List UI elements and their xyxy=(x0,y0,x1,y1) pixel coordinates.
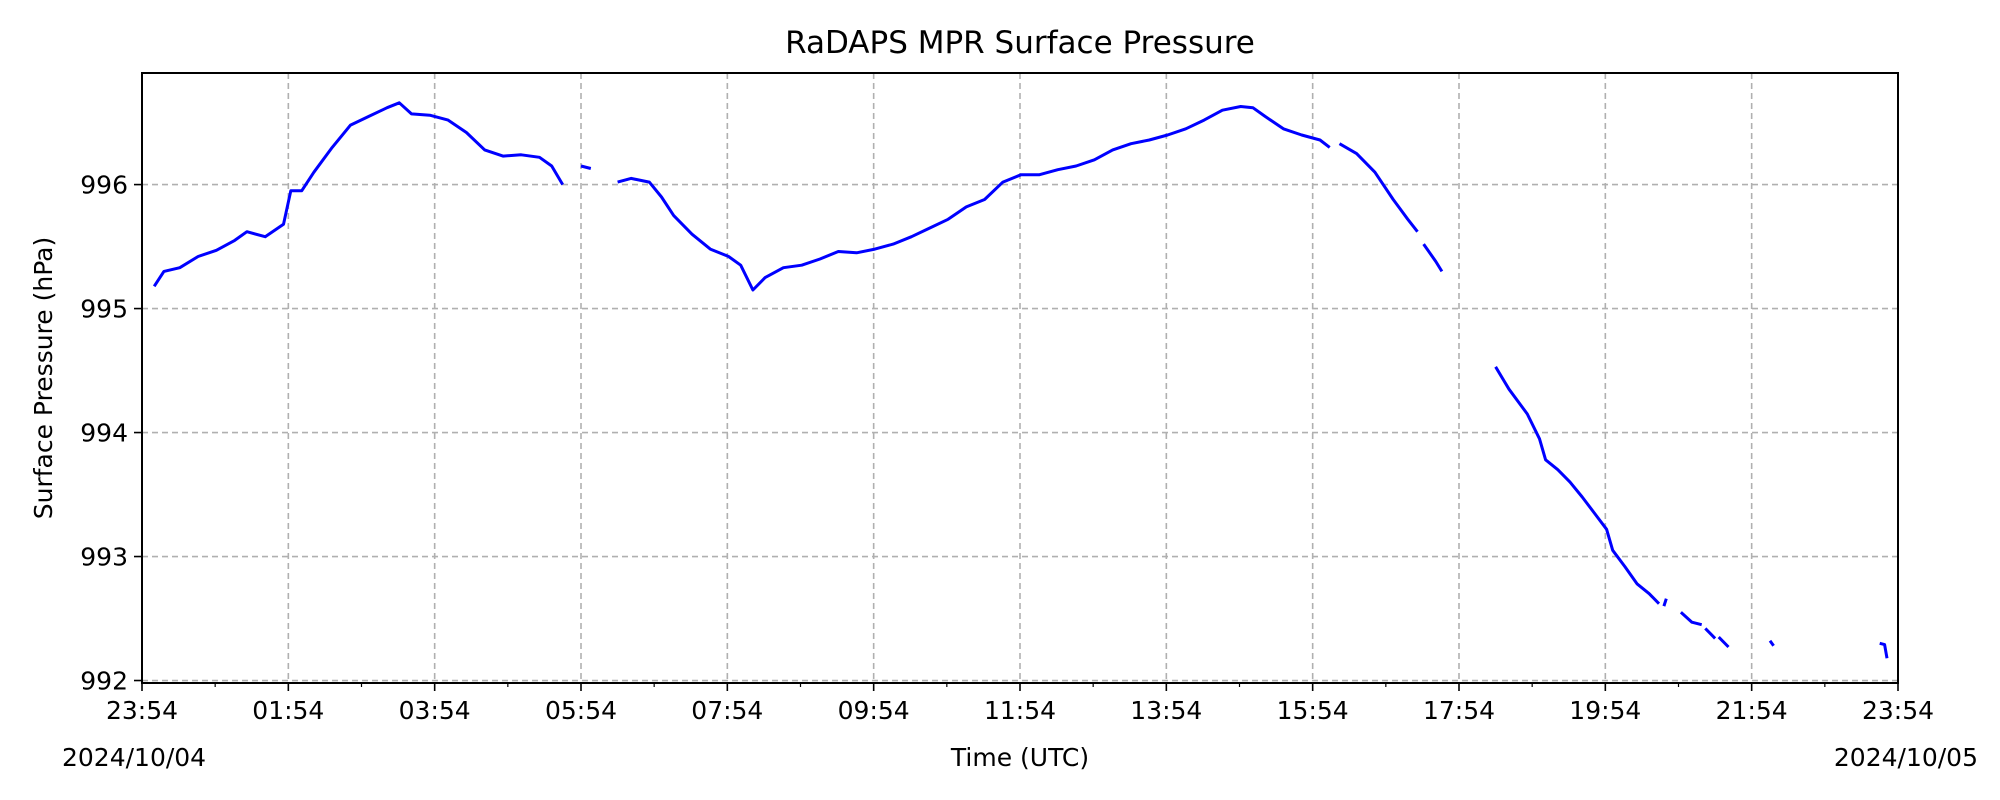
x-tick-label: 19:54 xyxy=(1569,696,1641,725)
pressure-line-segment xyxy=(1494,366,1661,605)
y-tick-label: 993 xyxy=(80,543,128,572)
pressure-line-segment xyxy=(152,101,564,288)
pressure-line-segment xyxy=(1662,598,1668,607)
y-axis-label: Surface Pressure (hPa) xyxy=(29,237,58,520)
x-tick-label: 11:54 xyxy=(984,696,1056,725)
x-tick-label: 21:54 xyxy=(1716,696,1788,725)
x-tick-label: 13:54 xyxy=(1130,696,1202,725)
pressure-line-segment xyxy=(1768,639,1775,647)
y-tick-label: 996 xyxy=(80,171,128,200)
series-layer xyxy=(152,101,1889,659)
x-tick-label: 01:54 xyxy=(252,696,324,725)
y-tick-label: 992 xyxy=(80,667,128,696)
x-tick-label: 03:54 xyxy=(399,696,471,725)
pressure-line-segment xyxy=(1422,243,1444,273)
y-tick-label: 994 xyxy=(80,419,128,448)
x-tick-label: 23:54 xyxy=(1862,696,1934,725)
x-tick-label: 07:54 xyxy=(691,696,763,725)
pressure-line-segment xyxy=(1704,627,1717,640)
x-tick-label: 17:54 xyxy=(1423,696,1495,725)
x-tick-label: 05:54 xyxy=(545,696,617,725)
end-date-label: 2024/10/05 xyxy=(1834,743,1978,772)
pressure-line-segment xyxy=(617,105,1331,292)
ticks-layer: 23:54 01:54 03:54 05:54 07:54 09:54 11:54 13:54… xyxy=(80,171,1934,725)
pressure-line-segment xyxy=(1338,142,1419,233)
y-tick-label: 995 xyxy=(80,295,128,324)
x-axis-label: Time (UTC) xyxy=(950,743,1089,772)
x-tick-label: 23:54 xyxy=(106,696,178,725)
pressure-line-segment xyxy=(580,164,592,170)
x-tick-label: 15:54 xyxy=(1277,696,1349,725)
pressure-line-segment xyxy=(1879,641,1889,659)
start-date-label: 2024/10/04 xyxy=(62,743,206,772)
grid-layer xyxy=(142,73,1898,683)
pressure-line-segment xyxy=(1717,636,1730,649)
chart-title: RaDAPS MPR Surface Pressure xyxy=(785,25,1255,61)
pressure-line-segment xyxy=(1679,611,1703,627)
x-tick-label: 09:54 xyxy=(838,696,910,725)
